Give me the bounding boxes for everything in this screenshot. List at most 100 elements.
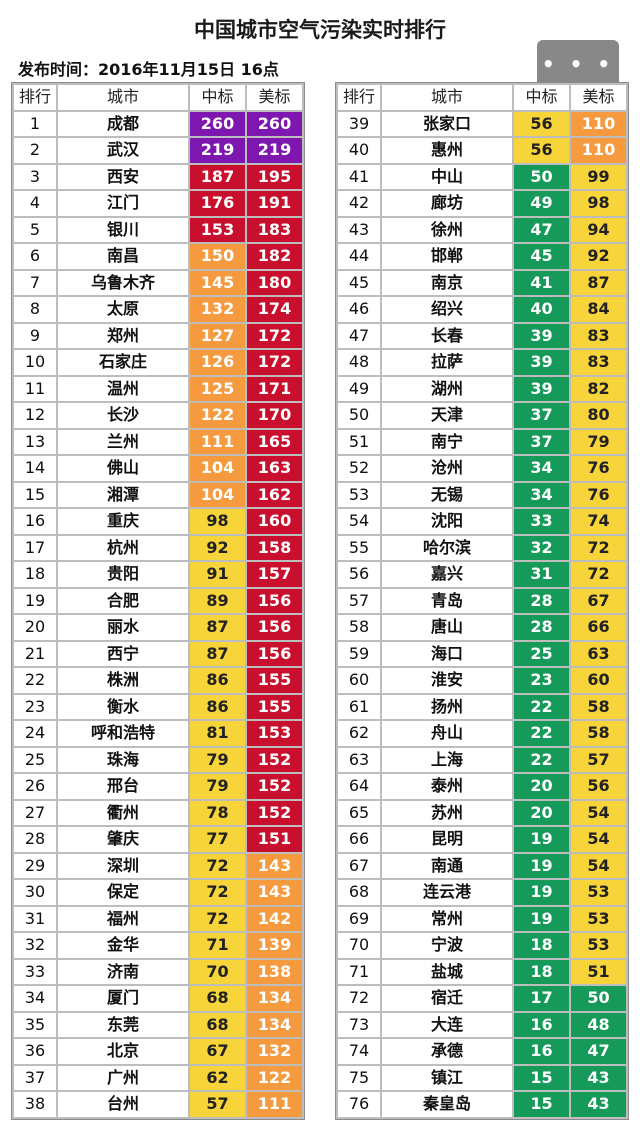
- us-aqi-cell: 72: [571, 562, 626, 587]
- city-cell: 武汉: [58, 138, 188, 163]
- rank-cell: 28: [14, 827, 56, 852]
- rank-cell: 72: [338, 986, 380, 1011]
- rank-cell: 29: [14, 853, 56, 878]
- rank-cell: 74: [338, 1039, 380, 1064]
- table-row: 7 乌鲁木齐 145 180: [14, 270, 302, 295]
- cn-aqi-cell: 18: [514, 933, 569, 958]
- cn-aqi-cell: 111: [190, 429, 245, 454]
- cn-aqi-cell: 50: [514, 164, 569, 189]
- cn-aqi-cell: 72: [190, 906, 245, 931]
- table-row: 9 郑州 127 172: [14, 323, 302, 348]
- us-aqi-cell: 63: [571, 641, 626, 666]
- city-cell: 石家庄: [58, 350, 188, 375]
- table-row: 15 湘潭 104 162: [14, 482, 302, 507]
- us-aqi-cell: 163: [247, 456, 302, 481]
- cn-aqi-cell: 57: [190, 1092, 245, 1117]
- table-row: 3 西安 187 195: [14, 164, 302, 189]
- table-row: 38 台州 57 111: [14, 1092, 302, 1117]
- table-row: 36 北京 67 132: [14, 1039, 302, 1064]
- us-aqi-cell: 152: [247, 774, 302, 799]
- header-us-standard: 美标: [247, 85, 302, 110]
- cn-aqi-cell: 15: [514, 1065, 569, 1090]
- us-aqi-cell: 110: [571, 111, 626, 136]
- cn-aqi-cell: 86: [190, 694, 245, 719]
- rank-cell: 53: [338, 482, 380, 507]
- cn-aqi-cell: 22: [514, 721, 569, 746]
- rank-cell: 76: [338, 1092, 380, 1117]
- rank-cell: 70: [338, 933, 380, 958]
- city-cell: 北京: [58, 1039, 188, 1064]
- rank-cell: 38: [14, 1092, 56, 1117]
- us-aqi-cell: 53: [571, 880, 626, 905]
- ranking-table-right: 排行 城市 中标 美标 39 张家口 56 110 40 惠州 56 110 41 中山 50 99 4…: [335, 82, 629, 1120]
- city-cell: 保定: [58, 880, 188, 905]
- rank-cell: 37: [14, 1065, 56, 1090]
- rank-cell: 25: [14, 747, 56, 772]
- rank-cell: 22: [14, 668, 56, 693]
- cn-aqi-cell: 71: [190, 933, 245, 958]
- table-row: 28 肇庆 77 151: [14, 827, 302, 852]
- table-row: 68 连云港 19 53: [338, 880, 626, 905]
- rank-cell: 9: [14, 323, 56, 348]
- us-aqi-cell: 94: [571, 217, 626, 242]
- us-aqi-cell: 132: [247, 1039, 302, 1064]
- rank-cell: 62: [338, 721, 380, 746]
- rank-cell: 17: [14, 535, 56, 560]
- table-row: 40 惠州 56 110: [338, 138, 626, 163]
- city-cell: 太原: [58, 297, 188, 322]
- us-aqi-cell: 98: [571, 191, 626, 216]
- city-cell: 哈尔滨: [382, 535, 512, 560]
- cn-aqi-cell: 219: [190, 138, 245, 163]
- cn-aqi-cell: 31: [514, 562, 569, 587]
- city-cell: 江门: [58, 191, 188, 216]
- us-aqi-cell: 76: [571, 456, 626, 481]
- rank-cell: 43: [338, 217, 380, 242]
- us-aqi-cell: 151: [247, 827, 302, 852]
- rank-cell: 36: [14, 1039, 56, 1064]
- city-cell: 丽水: [58, 615, 188, 640]
- table-header-row: 排行 城市 中标 美标: [14, 85, 302, 110]
- cn-aqi-cell: 56: [514, 138, 569, 163]
- rank-cell: 75: [338, 1065, 380, 1090]
- us-aqi-cell: 47: [571, 1039, 626, 1064]
- city-cell: 嘉兴: [382, 562, 512, 587]
- rank-cell: 64: [338, 774, 380, 799]
- cn-aqi-cell: 16: [514, 1012, 569, 1037]
- rank-cell: 35: [14, 1012, 56, 1037]
- rank-cell: 52: [338, 456, 380, 481]
- table-row: 63 上海 22 57: [338, 747, 626, 772]
- us-aqi-cell: 80: [571, 403, 626, 428]
- cn-aqi-cell: 87: [190, 641, 245, 666]
- rank-cell: 8: [14, 297, 56, 322]
- rank-cell: 11: [14, 376, 56, 401]
- more-menu-button[interactable]: • • •: [537, 40, 619, 87]
- city-cell: 绍兴: [382, 297, 512, 322]
- city-cell: 厦门: [58, 986, 188, 1011]
- more-dots-icon: • • •: [541, 51, 615, 76]
- table-row: 50 天津 37 80: [338, 403, 626, 428]
- table-row: 23 衡水 86 155: [14, 694, 302, 719]
- us-aqi-cell: 158: [247, 535, 302, 560]
- city-cell: 衢州: [58, 800, 188, 825]
- rank-cell: 44: [338, 244, 380, 269]
- rank-cell: 51: [338, 429, 380, 454]
- table-row: 53 无锡 34 76: [338, 482, 626, 507]
- us-aqi-cell: 139: [247, 933, 302, 958]
- table-row: 41 中山 50 99: [338, 164, 626, 189]
- city-cell: 温州: [58, 376, 188, 401]
- table-header-row: 排行 城市 中标 美标: [338, 85, 626, 110]
- city-cell: 张家口: [382, 111, 512, 136]
- city-cell: 镇江: [382, 1065, 512, 1090]
- table-row: 30 保定 72 143: [14, 880, 302, 905]
- city-cell: 东莞: [58, 1012, 188, 1037]
- cn-aqi-cell: 39: [514, 323, 569, 348]
- table-row: 35 东莞 68 134: [14, 1012, 302, 1037]
- us-aqi-cell: 57: [571, 747, 626, 772]
- table-row: 46 绍兴 40 84: [338, 297, 626, 322]
- table-row: 26 邢台 79 152: [14, 774, 302, 799]
- city-cell: 承德: [382, 1039, 512, 1064]
- table-row: 39 张家口 56 110: [338, 111, 626, 136]
- cn-aqi-cell: 126: [190, 350, 245, 375]
- cn-aqi-cell: 19: [514, 853, 569, 878]
- city-cell: 乌鲁木齐: [58, 270, 188, 295]
